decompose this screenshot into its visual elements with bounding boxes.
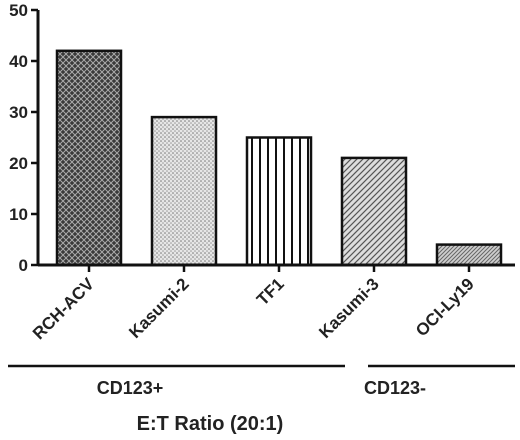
y-tick-label: 0	[19, 256, 28, 275]
bar-rch-acv	[55, 49, 123, 267]
x-axis: RCH-ACV Kasumi-2 TF1 Kasumi-3 OCI-Ly19	[29, 263, 515, 343]
x-tick-label: Kasumi-2	[125, 274, 193, 342]
x-tick-label: RCH-ACV	[29, 274, 98, 343]
y-tick-label: 10	[9, 205, 28, 224]
y-tick-label: 50	[9, 1, 28, 20]
y-tick-label: 20	[9, 154, 28, 173]
bars	[55, 49, 503, 267]
x-axis-label: E:T Ratio (20:1)	[137, 413, 284, 435]
y-axis: 0 10 20 30 40 50	[9, 1, 40, 275]
bar-kasumi-2	[150, 115, 218, 267]
y-tick-label: 40	[9, 52, 28, 71]
x-tick-label: TF1	[253, 274, 288, 309]
x-tick-label: OCI-Ly19	[412, 274, 478, 340]
bar-oci-ly19	[435, 243, 503, 267]
bar-tf1	[245, 136, 313, 267]
y-tick-label: 30	[9, 103, 28, 122]
group-brackets: CD123+ CD123-	[8, 364, 515, 398]
x-tick-label: Kasumi-3	[315, 274, 383, 342]
bar-kasumi-3	[340, 156, 408, 267]
group-label: CD123+	[97, 378, 164, 398]
group-label: CD123-	[364, 378, 426, 398]
